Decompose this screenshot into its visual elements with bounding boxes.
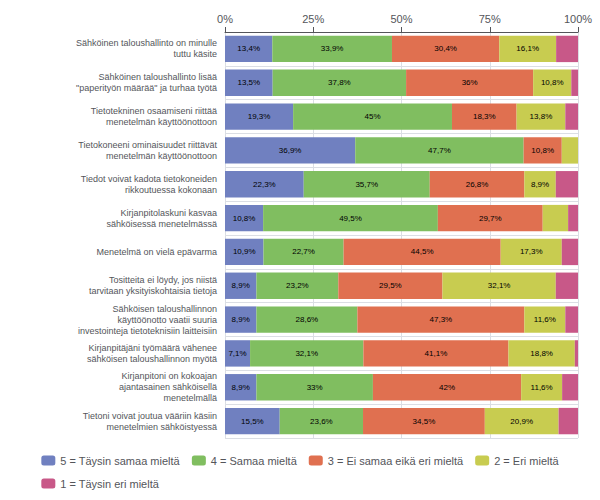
svg-text:8,9%: 8,9%	[232, 383, 250, 392]
svg-text:Menetelmä on vielä epävarma: Menetelmä on vielä epävarma	[96, 247, 217, 257]
svg-text:50%: 50%	[390, 13, 412, 25]
svg-text:100%: 100%	[564, 13, 592, 25]
svg-text:34,5%: 34,5%	[413, 417, 436, 426]
svg-text:15,5%: 15,5%	[241, 417, 264, 426]
svg-text:Tiedot voivat kadota tietokone: Tiedot voivat kadota tietokoneiden	[81, 174, 217, 184]
svg-text:8,9%: 8,9%	[232, 315, 250, 324]
svg-text:36,9%: 36,9%	[279, 146, 302, 155]
svg-text:32,1%: 32,1%	[295, 349, 318, 358]
svg-text:47,3%: 47,3%	[430, 315, 453, 324]
svg-text:menetelmällä: menetelmällä	[163, 393, 217, 403]
svg-text:33,9%: 33,9%	[321, 44, 344, 53]
svg-text:36%: 36%	[462, 78, 478, 87]
svg-text:menetelmän käyttöönottoon: menetelmän käyttöönottoon	[106, 151, 217, 161]
svg-text:Kirjanpitolaskuni kasvaa: Kirjanpitolaskuni kasvaa	[120, 208, 217, 218]
svg-text:49,5%: 49,5%	[339, 214, 362, 223]
svg-text:Tietokoneeni ominaisuudet riit: Tietokoneeni ominaisuudet riittävät	[78, 140, 217, 150]
svg-text:10,8%: 10,8%	[531, 146, 554, 155]
svg-text:Tositteita ei löydy, jos niist: Tositteita ei löydy, jos niistä	[109, 275, 217, 285]
svg-text:20,9%: 20,9%	[510, 417, 533, 426]
svg-text:ajantasainen sähköisellä: ajantasainen sähköisellä	[119, 382, 217, 392]
svg-text:18,3%: 18,3%	[473, 112, 496, 121]
svg-text:26,8%: 26,8%	[466, 180, 489, 189]
svg-text:13,5%: 13,5%	[237, 78, 260, 87]
svg-text:13,4%: 13,4%	[237, 44, 260, 53]
svg-text:28,6%: 28,6%	[296, 315, 319, 324]
svg-text:35,7%: 35,7%	[355, 180, 378, 189]
svg-text:tarvitaan yksityiskohtaisia ti: tarvitaan yksityiskohtaisia tietoja	[89, 286, 217, 296]
svg-text:11,6%: 11,6%	[534, 315, 556, 324]
svg-text:0%: 0%	[217, 13, 233, 25]
svg-text:tuttu käsite: tuttu käsite	[173, 49, 217, 59]
svg-text:rikkoutuessa kokonaan: rikkoutuessa kokonaan	[125, 185, 217, 195]
svg-text:30,4%: 30,4%	[434, 44, 457, 53]
svg-text:16,1%: 16,1%	[516, 44, 539, 53]
svg-text:investointeja tietoteknisiin l: investointeja tietoteknisiin laitteisiin	[78, 326, 217, 336]
svg-text:47,7%: 47,7%	[428, 146, 451, 155]
svg-text:Tietotekninen osaamiseni riitt: Tietotekninen osaamiseni riittää	[91, 106, 217, 116]
svg-text:Kirjanpitoni on kokoajan: Kirjanpitoni on kokoajan	[121, 371, 217, 381]
svg-text:33%: 33%	[307, 383, 323, 392]
svg-text:menetelmän käyttöönottoon: menetelmän käyttöönottoon	[106, 117, 217, 127]
svg-text:3 = Ei samaa eikä eri mieltä: 3 = Ei samaa eikä eri mieltä	[328, 455, 464, 467]
svg-text:23,2%: 23,2%	[286, 281, 309, 290]
svg-text:37,8%: 37,8%	[328, 78, 351, 87]
svg-text:22,3%: 22,3%	[253, 180, 276, 189]
svg-text:13,8%: 13,8%	[530, 112, 553, 121]
svg-text:4 = Samaa mieltä: 4 = Samaa mieltä	[211, 455, 298, 467]
svg-text:44,5%: 44,5%	[411, 247, 434, 256]
svg-text:10,8%: 10,8%	[541, 78, 564, 87]
svg-text:23,6%: 23,6%	[310, 417, 333, 426]
svg-text:25%: 25%	[302, 13, 324, 25]
svg-text:19,3%: 19,3%	[248, 112, 271, 121]
svg-text:1 = Täysin eri mieltä: 1 = Täysin eri mieltä	[60, 478, 159, 490]
svg-text:10,9%: 10,9%	[233, 247, 256, 256]
svg-text:75%: 75%	[479, 13, 501, 25]
svg-text:11,6%: 11,6%	[531, 383, 553, 392]
svg-text:18,8%: 18,8%	[530, 349, 553, 358]
svg-text:käyttöönotto vaatii suuria: käyttöönotto vaatii suuria	[117, 315, 217, 325]
svg-text:5 = Täysin samaa mieltä: 5 = Täysin samaa mieltä	[60, 455, 180, 467]
svg-text:45%: 45%	[365, 112, 381, 121]
svg-text:42%: 42%	[439, 383, 455, 392]
svg-text:41,1%: 41,1%	[425, 349, 448, 358]
svg-text:22,7%: 22,7%	[292, 247, 315, 256]
svg-text:sähköisen taloushallinnon myöt: sähköisen taloushallinnon myötä	[87, 354, 217, 364]
svg-text:Sähköinen taloushallinto on mi: Sähköinen taloushallinto on minulle	[76, 38, 217, 48]
svg-text:8,9%: 8,9%	[232, 281, 250, 290]
svg-text:7,1%: 7,1%	[228, 349, 246, 358]
svg-text:2 = Eri mieltä: 2 = Eri mieltä	[494, 455, 559, 467]
svg-text:"paperityön määrää" ja turhaa: "paperityön määrää" ja turhaa työtä	[76, 83, 217, 93]
svg-text:Sähköinen taloushallinto lisää: Sähköinen taloushallinto lisää	[98, 72, 217, 82]
svg-text:10,8%: 10,8%	[233, 214, 256, 223]
svg-text:menetelmien sähköistyessä: menetelmien sähköistyessä	[106, 422, 217, 432]
svg-text:sähköisessä menetelmässä: sähköisessä menetelmässä	[106, 219, 217, 229]
svg-text:8,9%: 8,9%	[531, 180, 549, 189]
svg-text:17,3%: 17,3%	[520, 247, 543, 256]
svg-text:Kirjanpitäjäni työmäärä vähene: Kirjanpitäjäni työmäärä vähenee	[88, 343, 217, 353]
svg-text:Tietoni voivat joutua vääriin: Tietoni voivat joutua vääriin käsiin	[83, 411, 217, 421]
svg-text:29,7%: 29,7%	[479, 214, 502, 223]
svg-text:29,5%: 29,5%	[379, 281, 402, 290]
svg-text:32,1%: 32,1%	[488, 281, 511, 290]
svg-text:Sähköisen taloushallinnon: Sähköisen taloushallinnon	[112, 304, 217, 314]
